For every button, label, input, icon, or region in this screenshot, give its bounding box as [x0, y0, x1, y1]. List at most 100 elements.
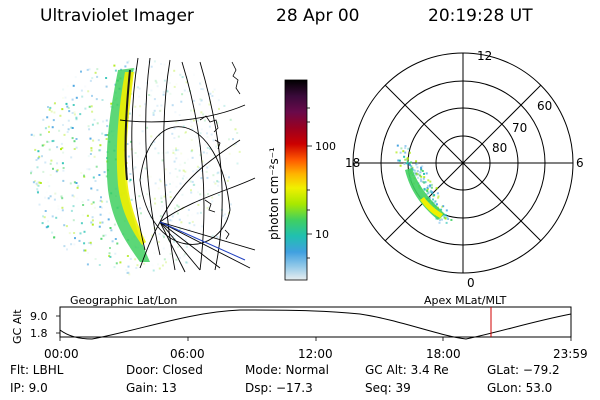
- info-door: Door: Closed: [126, 363, 203, 377]
- uv-speckle-pixel: [48, 148, 51, 151]
- uv-speckle-pixel: [74, 237, 76, 240]
- uv-speckle-pixel: [42, 215, 44, 218]
- uv-speckle-pixel: [79, 113, 82, 116]
- uv-speckle-pixel: [182, 169, 185, 172]
- uv-speckle-pixel: [191, 128, 194, 131]
- uv-speckle-pixel: [130, 140, 132, 143]
- uv-speckle-pixel: [221, 214, 224, 217]
- uv-speckle-pixel: [37, 150, 40, 153]
- uv-speckle-pixel: [218, 107, 220, 110]
- uv-speckle-pixel: [91, 216, 94, 219]
- uv-speckle-pixel: [126, 271, 129, 274]
- uv-speckle-pixel: [73, 195, 76, 198]
- colorbar-tick-10: 10: [315, 228, 329, 241]
- aurora-pixel: [423, 181, 425, 184]
- uv-speckle-pixel: [62, 169, 65, 172]
- aurora-pixel: [415, 174, 418, 177]
- aurora-pixel: [420, 175, 423, 178]
- uv-speckle-pixel: [148, 206, 151, 209]
- uv-speckle-pixel: [66, 105, 69, 108]
- aurora-pixel: [407, 147, 410, 150]
- uv-speckle-pixel: [177, 205, 180, 208]
- uv-speckle-pixel: [143, 262, 146, 265]
- uv-speckle-pixel: [160, 104, 163, 107]
- uv-speckle-pixel: [177, 149, 180, 152]
- uv-speckle-pixel: [98, 264, 101, 266]
- uv-speckle-pixel: [43, 216, 46, 219]
- uv-speckle-pixel: [96, 189, 99, 192]
- aurora-pixel: [441, 218, 443, 221]
- uv-speckle-pixel: [185, 176, 188, 179]
- uv-speckle-pixel: [169, 219, 172, 222]
- uv-speckle-pixel: [157, 263, 160, 266]
- uv-speckle-pixel: [149, 94, 152, 97]
- uv-speckle-pixel: [163, 63, 166, 66]
- uv-speckle-pixel: [66, 248, 68, 251]
- uv-speckle-pixel: [128, 180, 131, 183]
- aurora-pixel: [406, 157, 409, 160]
- aurora-core: [405, 168, 445, 220]
- uv-speckle-pixel: [190, 139, 193, 141]
- uv-speckle-pixel: [176, 212, 179, 215]
- uv-speckle-pixel: [208, 164, 211, 167]
- uv-speckle-pixel: [190, 109, 192, 112]
- uv-speckle-pixel: [157, 187, 160, 190]
- uv-speckle-pixel: [99, 149, 102, 152]
- uv-speckle-pixel: [193, 74, 195, 76]
- uv-limb-band: [106, 68, 150, 262]
- uv-speckle-pixel: [211, 95, 214, 97]
- uv-speckle-pixel: [175, 157, 178, 160]
- uv-speckle-pixel: [51, 126, 54, 129]
- uv-speckle-pixel: [223, 104, 226, 107]
- uv-speckle-pixel: [71, 127, 74, 129]
- uv-speckle-pixel: [44, 196, 46, 199]
- uv-speckle-pixel: [208, 103, 211, 106]
- uv-speckle-pixel: [169, 183, 171, 185]
- aurora-pixel: [431, 191, 434, 194]
- uv-speckle-pixel: [70, 243, 73, 246]
- uv-speckle-pixel: [49, 174, 52, 176]
- uv-speckle-pixel: [169, 196, 172, 199]
- uv-speckle-pixel: [36, 188, 39, 191]
- uv-speckle-pixel: [37, 157, 40, 160]
- uv-speckle-pixel: [64, 96, 67, 99]
- uv-speckle-pixel: [138, 195, 141, 198]
- uv-limb-edge: [124, 69, 131, 181]
- uv-speckle-pixel: [109, 227, 112, 229]
- uv-speckle-pixel: [206, 136, 209, 138]
- uv-speckle-pixel: [209, 92, 212, 95]
- aurora-pixel: [427, 192, 430, 195]
- uv-speckle-pixel: [150, 176, 152, 178]
- uv-speckle-pixel: [176, 83, 178, 85]
- aurora-pixel: [403, 162, 406, 165]
- uv-speckle-pixel: [38, 155, 41, 158]
- info-ip: IP: 9.0: [10, 381, 48, 395]
- uv-speckle-pixel: [163, 79, 166, 82]
- uv-speckle-pixel: [159, 180, 162, 183]
- uv-speckle-pixel: [234, 128, 237, 131]
- aurora-pixel: [398, 159, 401, 162]
- uv-speckle-pixel: [146, 126, 149, 129]
- uv-speckle-pixel: [150, 89, 153, 92]
- uv-speckle-pixel: [197, 175, 200, 178]
- aurora-pixel: [423, 187, 426, 190]
- uv-speckle-pixel: [105, 200, 108, 203]
- uv-speckle-pixel: [91, 110, 94, 113]
- aurora-pixel: [402, 150, 405, 153]
- uv-speckle-pixel: [88, 168, 91, 171]
- uv-speckle-pixel: [171, 104, 174, 107]
- uv-speckle-pixel: [174, 168, 177, 170]
- uv-speckle-pixel: [99, 221, 102, 224]
- uv-speckle-pixel: [217, 99, 220, 102]
- uv-speckle-pixel: [212, 90, 214, 93]
- uv-speckle-pixel: [179, 256, 181, 259]
- aurora-pixel: [417, 176, 420, 179]
- uv-speckle-pixel: [90, 243, 93, 246]
- uv-speckle-pixel: [174, 207, 176, 210]
- uv-speckle-pixel: [91, 77, 94, 80]
- aurora-pixel: [442, 205, 445, 208]
- uv-speckle-pixel: [72, 104, 75, 106]
- uv-speckle-pixel: [162, 211, 164, 213]
- info-gain: Gain: 13: [126, 381, 177, 395]
- uv-speckle-pixel: [86, 168, 89, 171]
